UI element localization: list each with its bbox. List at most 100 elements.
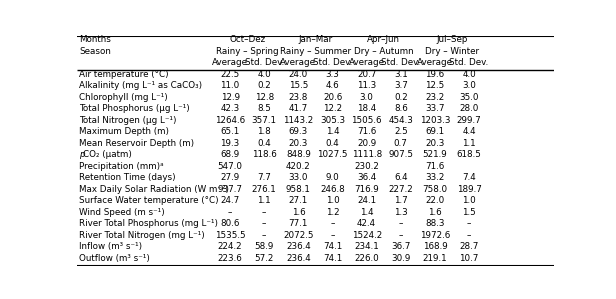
Text: 22.0: 22.0 — [425, 196, 445, 205]
Text: 168.9: 168.9 — [423, 242, 447, 251]
Text: 1.0: 1.0 — [462, 196, 476, 205]
Text: 848.9: 848.9 — [286, 150, 311, 159]
Text: Maximum Depth (m): Maximum Depth (m) — [79, 127, 169, 136]
Text: –: – — [467, 219, 471, 228]
Text: 71.6: 71.6 — [425, 162, 445, 171]
Text: 18.4: 18.4 — [357, 104, 376, 113]
Text: Precipitation (mm)ᵃ: Precipitation (mm)ᵃ — [79, 162, 163, 171]
Text: 88.3: 88.3 — [425, 219, 445, 228]
Text: Std. Dev.: Std. Dev. — [450, 58, 488, 67]
Text: Rainy – Summer: Rainy – Summer — [280, 47, 351, 56]
Text: 35.0: 35.0 — [460, 93, 479, 102]
Text: 3.0: 3.0 — [360, 93, 373, 102]
Text: Mean Reservoir Depth (m): Mean Reservoir Depth (m) — [79, 139, 194, 148]
Text: 58.9: 58.9 — [254, 242, 274, 251]
Text: 547.0: 547.0 — [217, 162, 243, 171]
Text: 24.1: 24.1 — [357, 196, 376, 205]
Text: p: p — [79, 150, 84, 159]
Text: Average: Average — [280, 58, 317, 67]
Text: 299.7: 299.7 — [456, 116, 482, 125]
Text: Months: Months — [79, 35, 111, 44]
Text: 4.6: 4.6 — [326, 81, 339, 90]
Text: 74.1: 74.1 — [323, 242, 342, 251]
Text: 23.2: 23.2 — [425, 93, 445, 102]
Text: 24.0: 24.0 — [289, 70, 308, 79]
Text: 1027.5: 1027.5 — [317, 150, 348, 159]
Text: 36.7: 36.7 — [391, 242, 410, 251]
Text: Season: Season — [79, 47, 111, 56]
Text: Outflow (m³ s⁻¹): Outflow (m³ s⁻¹) — [79, 254, 150, 263]
Text: 357.1: 357.1 — [252, 116, 277, 125]
Text: 1505.6: 1505.6 — [351, 116, 382, 125]
Text: –: – — [262, 208, 267, 217]
Text: Average: Average — [349, 58, 384, 67]
Text: 6.4: 6.4 — [394, 173, 408, 182]
Text: 1.1: 1.1 — [462, 139, 476, 148]
Text: 521.9: 521.9 — [423, 150, 447, 159]
Text: 65.1: 65.1 — [221, 127, 240, 136]
Text: Surface Water temperature (°C): Surface Water temperature (°C) — [79, 196, 219, 205]
Text: 1.3: 1.3 — [394, 208, 408, 217]
Text: 118.6: 118.6 — [252, 150, 277, 159]
Text: 20.3: 20.3 — [289, 139, 308, 148]
Text: Jul–Sep: Jul–Sep — [436, 35, 468, 44]
Text: 69.1: 69.1 — [426, 127, 445, 136]
Text: Oct–Dez: Oct–Dez — [229, 35, 265, 44]
Text: 3.1: 3.1 — [394, 70, 408, 79]
Text: 12.2: 12.2 — [323, 104, 342, 113]
Text: 1.4: 1.4 — [360, 208, 373, 217]
Text: Total Phosphorus (μg L⁻¹): Total Phosphorus (μg L⁻¹) — [79, 104, 190, 113]
Text: 276.1: 276.1 — [252, 185, 277, 194]
Text: Std. Dev.: Std. Dev. — [313, 58, 352, 67]
Text: 1264.6: 1264.6 — [215, 116, 245, 125]
Text: Max Daily Solar Radiation (W m⁻²): Max Daily Solar Radiation (W m⁻²) — [79, 185, 229, 194]
Text: 0.4: 0.4 — [326, 139, 339, 148]
Text: 1203.3: 1203.3 — [419, 116, 450, 125]
Text: 1111.8: 1111.8 — [352, 150, 382, 159]
Text: 57.2: 57.2 — [254, 254, 274, 263]
Text: 41.7: 41.7 — [289, 104, 308, 113]
Text: Std. Dev.: Std. Dev. — [381, 58, 421, 67]
Text: 227.2: 227.2 — [389, 185, 413, 194]
Text: 1.7: 1.7 — [394, 196, 408, 205]
Text: –: – — [330, 219, 334, 228]
Text: 1143.2: 1143.2 — [283, 116, 314, 125]
Text: 226.0: 226.0 — [354, 254, 379, 263]
Text: 958.1: 958.1 — [286, 185, 311, 194]
Text: 454.3: 454.3 — [388, 116, 413, 125]
Text: 33.2: 33.2 — [425, 173, 445, 182]
Text: 1535.5: 1535.5 — [215, 231, 245, 240]
Text: 305.3: 305.3 — [320, 116, 345, 125]
Text: 236.4: 236.4 — [286, 242, 310, 251]
Text: 28.0: 28.0 — [460, 104, 479, 113]
Text: 246.8: 246.8 — [320, 185, 345, 194]
Text: 3.0: 3.0 — [462, 81, 476, 90]
Text: 33.0: 33.0 — [289, 173, 308, 182]
Text: 12.5: 12.5 — [425, 81, 445, 90]
Text: 618.5: 618.5 — [456, 150, 482, 159]
Text: 420.2: 420.2 — [286, 162, 310, 171]
Text: 42.4: 42.4 — [357, 219, 376, 228]
Text: 758.0: 758.0 — [423, 185, 447, 194]
Text: Retention Time (days): Retention Time (days) — [79, 173, 176, 182]
Text: 4.0: 4.0 — [462, 70, 476, 79]
Text: Total Nitrogen (μg L⁻¹): Total Nitrogen (μg L⁻¹) — [79, 116, 176, 125]
Text: CO₂ (μatm): CO₂ (μatm) — [83, 150, 132, 159]
Text: 7.4: 7.4 — [462, 173, 476, 182]
Text: 23.8: 23.8 — [289, 93, 308, 102]
Text: 0.2: 0.2 — [257, 81, 271, 90]
Text: 1524.2: 1524.2 — [352, 231, 382, 240]
Text: 20.7: 20.7 — [357, 70, 376, 79]
Text: –: – — [262, 219, 267, 228]
Text: 937.7: 937.7 — [217, 185, 243, 194]
Text: Dry – Autumn: Dry – Autumn — [354, 47, 413, 56]
Text: 22.5: 22.5 — [221, 70, 240, 79]
Text: –: – — [399, 219, 403, 228]
Text: 1.0: 1.0 — [326, 196, 339, 205]
Text: 1.6: 1.6 — [428, 208, 442, 217]
Text: 27.1: 27.1 — [289, 196, 308, 205]
Text: 236.4: 236.4 — [286, 254, 310, 263]
Text: 2072.5: 2072.5 — [283, 231, 314, 240]
Text: 1.6: 1.6 — [291, 208, 305, 217]
Text: Chlorophyll (mg L⁻¹): Chlorophyll (mg L⁻¹) — [79, 93, 168, 102]
